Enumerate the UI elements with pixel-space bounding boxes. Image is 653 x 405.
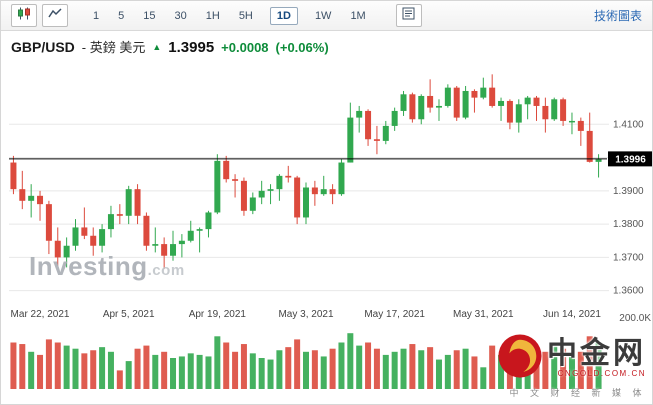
- svg-text:200.0K: 200.0K: [619, 313, 651, 324]
- chart-toolbar: 1 5 15 30 1H 5H 1D 1W 1M 技術圖表: [1, 1, 652, 31]
- timeframe-button-1[interactable]: 1: [93, 9, 100, 22]
- svg-text:Jun 14, 2021: Jun 14, 2021: [543, 309, 601, 320]
- candlestick-icon: [17, 7, 31, 25]
- timeframe-button-1h[interactable]: 1H: [205, 9, 220, 22]
- timeframe-button-30[interactable]: 30: [174, 9, 187, 22]
- line-chart-type-button[interactable]: [42, 4, 68, 27]
- svg-text:Mar 22, 2021: Mar 22, 2021: [11, 309, 70, 320]
- timeframe-button-1d-selected[interactable]: 1D: [269, 6, 298, 25]
- instrument-header: GBP/USD - 英鎊 美元 ▲ 1.3995 +0.0008 (+0.06%…: [11, 37, 329, 56]
- last-price: 1.3995: [168, 39, 215, 56]
- timeframe-button-1m[interactable]: 1M: [350, 9, 366, 22]
- technical-chart-link[interactable]: 技術圖表: [593, 9, 642, 23]
- svg-text:1.3800: 1.3800: [613, 219, 644, 230]
- candlestick-chart-type-button[interactable]: [11, 4, 37, 27]
- timeframe-button-1w[interactable]: 1W: [314, 9, 332, 22]
- svg-text:1.3700: 1.3700: [613, 252, 644, 263]
- pair-name-label: - 英鎊 美元: [81, 40, 146, 55]
- svg-text:May 31, 2021: May 31, 2021: [453, 309, 514, 320]
- svg-text:1.3996: 1.3996: [615, 154, 646, 165]
- svg-text:1.4100: 1.4100: [613, 119, 644, 130]
- price-chart[interactable]: 1.41001.40001.39001.38001.37001.36001.39…: [1, 59, 653, 405]
- symbol-label: GBP/USD: [11, 39, 75, 55]
- svg-text:1.3600: 1.3600: [613, 286, 644, 297]
- price-change: +0.0008: [221, 40, 269, 55]
- svg-text:May 3, 2021: May 3, 2021: [278, 309, 333, 320]
- timeframe-button-15[interactable]: 15: [143, 9, 156, 22]
- svg-text:May 17, 2021: May 17, 2021: [364, 309, 425, 320]
- timeframe-selector: 1 5 15 30 1H 5H 1D 1W 1M: [91, 6, 368, 25]
- data-panel-icon: [402, 7, 415, 25]
- timeframe-button-5h[interactable]: 5H: [238, 9, 253, 22]
- price-change-percent: (+0.06%): [275, 40, 329, 55]
- timeframe-button-5[interactable]: 5: [118, 9, 125, 22]
- data-panel-button[interactable]: [395, 4, 422, 27]
- up-arrow-icon: ▲: [152, 42, 162, 52]
- svg-text:Apr 19, 2021: Apr 19, 2021: [189, 309, 247, 320]
- svg-text:Apr 5, 2021: Apr 5, 2021: [103, 309, 155, 320]
- line-chart-icon: [48, 7, 62, 25]
- svg-text:1.3900: 1.3900: [613, 186, 644, 197]
